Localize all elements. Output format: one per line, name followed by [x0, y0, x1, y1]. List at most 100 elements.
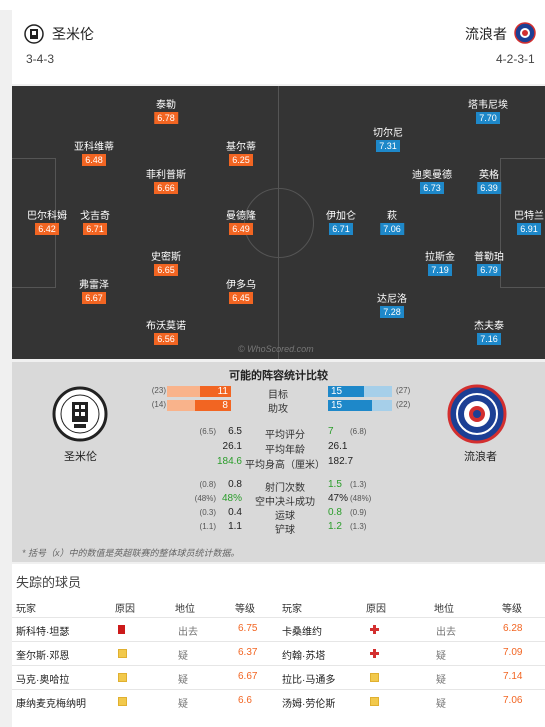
home-crest-small-icon — [24, 24, 44, 47]
home-player-name: 亚科维蒂 — [74, 142, 114, 153]
bar-away-total: (22) — [396, 400, 411, 409]
bar-away-total: (27) — [396, 386, 411, 395]
home-missing-reason — [118, 625, 125, 634]
home-player-3[interactable]: 戈吉奇 6.71 — [80, 211, 110, 235]
home-header-player: 玩家 — [16, 604, 36, 615]
stat-label: 运球 — [275, 511, 295, 522]
bar-home-total: (14) — [151, 400, 166, 409]
stat-home-total: (48%) — [194, 494, 216, 503]
home-missing-status: 出去 — [178, 627, 198, 638]
away-missing-player[interactable]: 卡桑维约 — [282, 627, 322, 638]
away-player-2[interactable]: 切尔尼 7.31 — [373, 128, 403, 152]
away-missing-status: 疑 — [436, 651, 446, 662]
home-missing-player[interactable]: 斯科特·坦瑟 — [16, 627, 70, 638]
stat-away-value: 26.1 — [328, 441, 348, 452]
stat-home-value: 6.5 — [228, 426, 242, 437]
away-player-8[interactable]: 普勒珀 6.79 — [474, 252, 504, 276]
missing-row: 康纳麦克梅纳明 疑 6.6 汤姆·劳伦斯 疑 7.06 — [12, 689, 545, 711]
away-player-rating: 6.79 — [477, 264, 501, 276]
away-player-3[interactable]: 迪奥曼德 6.73 — [412, 170, 452, 194]
missing-players: 失踪的球员 玩家 原因 地位 等级 玩家 原因 地位 等级 斯科特·坦瑟 出去 … — [12, 564, 545, 727]
away-player-7[interactable]: 拉斯金 7.19 — [425, 252, 455, 276]
home-player-6[interactable]: 菲利普斯 6.66 — [146, 170, 186, 194]
match-header: 圣米伦 3-4-3 流浪者 4-2-3-1 — [12, 10, 545, 84]
away-player-name: 拉斯金 — [425, 252, 455, 263]
stat-home-value: 0.4 — [228, 507, 242, 518]
away-team-name[interactable]: 流浪者 — [465, 26, 507, 42]
footnote: * 括号（x）中的数值是英超联赛的整体球员统计数据。 — [22, 548, 240, 558]
home-player-1[interactable]: 巴尔科姆 6.42 — [27, 211, 67, 235]
stat-home-value: 48% — [221, 493, 242, 504]
home-player-8[interactable]: 布沃莫诺 6.56 — [146, 321, 186, 345]
away-player-rating: 7.31 — [376, 140, 400, 152]
away-player-rating: 6.39 — [477, 182, 501, 194]
home-formation: 3-4-3 — [26, 52, 55, 66]
away-player-rating: 6.91 — [517, 223, 541, 235]
home-player-name: 泰勒 — [156, 100, 176, 111]
stat-away-value: 1.5 — [328, 479, 342, 490]
away-player-10[interactable]: 杰夫泰 7.16 — [474, 321, 504, 345]
away-player-9[interactable]: 达尼洛 7.28 — [377, 294, 407, 318]
away-player-rating: 7.06 — [380, 223, 404, 235]
away-player-name: 萩 — [387, 211, 397, 222]
away-player-name: 普勒珀 — [474, 252, 504, 263]
stat-away-total: (1.3) — [350, 480, 367, 489]
home-missing-status: 疑 — [178, 675, 188, 686]
home-player-2[interactable]: 亚科维蒂 6.48 — [74, 142, 114, 166]
bar-label: 助攻 — [268, 404, 288, 415]
stat-home-value: 0.8 — [228, 479, 242, 490]
home-team-name[interactable]: 圣米伦 — [52, 26, 94, 42]
home-player-name: 菲利普斯 — [146, 170, 186, 181]
stat-away-value: 182.7 — [328, 456, 354, 467]
away-player-4[interactable]: 英格 6.39 — [477, 170, 501, 194]
away-player-name: 巴特兰 — [514, 211, 544, 222]
stat-away-total: (1.3) — [350, 522, 367, 531]
home-missing-rating: 6.37 — [238, 647, 258, 658]
home-player-rating: 6.48 — [82, 154, 106, 166]
away-player-1[interactable]: 塔韦尼埃 7.70 — [468, 100, 508, 124]
stat-away-value: 7 — [328, 426, 334, 437]
away-missing-reason — [370, 625, 379, 634]
away-player-name: 伊加仑 — [326, 211, 356, 222]
home-missing-status: 疑 — [178, 651, 188, 662]
injury-icon — [370, 625, 379, 634]
away-player-5[interactable]: 伊加仑 6.71 — [326, 211, 356, 235]
home-player-name: 弗雷泽 — [79, 280, 109, 291]
home-player-7[interactable]: 史密斯 6.65 — [151, 252, 181, 276]
away-missing-player[interactable]: 拉比·马通多 — [282, 675, 336, 686]
doubt-icon — [118, 649, 127, 658]
home-player-rating: 6.71 — [83, 223, 107, 235]
home-missing-player[interactable]: 康纳麦克梅纳明 — [16, 699, 86, 710]
home-player-9[interactable]: 基尔蒂 6.25 — [226, 142, 256, 166]
away-missing-reason — [370, 673, 379, 682]
away-missing-status: 疑 — [436, 699, 446, 710]
stat-label: 平均年龄 — [265, 445, 305, 456]
home-missing-status: 疑 — [178, 699, 188, 710]
home-player-11[interactable]: 伊多乌 6.45 — [226, 280, 256, 304]
away-player-name: 迪奥曼德 — [412, 170, 452, 181]
stat-label: 平均评分 — [265, 430, 305, 441]
home-player-name: 曼德隆 — [226, 211, 256, 222]
away-player-name: 切尔尼 — [373, 128, 403, 139]
stat-away-total: (48%) — [350, 494, 372, 503]
home-player-10[interactable]: 曼德隆 6.49 — [226, 211, 256, 235]
away-crest-large-icon — [447, 384, 507, 447]
away-missing-rating: 6.28 — [503, 623, 523, 634]
stat-away-total: (0.9) — [350, 508, 367, 517]
away-player-rating: 7.16 — [477, 333, 501, 345]
home-player-5[interactable]: 泰勒 6.78 — [154, 100, 178, 124]
home-missing-player[interactable]: 马克·奥哈拉 — [16, 675, 70, 686]
away-player-6[interactable]: 萩 7.06 — [380, 211, 404, 235]
away-missing-player[interactable]: 汤姆·劳伦斯 — [282, 699, 336, 710]
stat-home-total: (0.8) — [199, 480, 216, 489]
away-player-11[interactable]: 巴特兰 6.91 — [514, 211, 544, 235]
home-missing-player[interactable]: 奎尔斯·邓恩 — [16, 651, 70, 662]
home-player-name: 伊多乌 — [226, 280, 256, 291]
home-player-rating: 6.78 — [154, 112, 178, 124]
bar-home-total: (23) — [151, 386, 166, 395]
home-player-4[interactable]: 弗雷泽 6.67 — [79, 280, 109, 304]
away-player-rating: 7.70 — [476, 112, 500, 124]
home-header-status: 地位 — [175, 604, 195, 615]
injury-icon — [370, 649, 379, 658]
away-missing-player[interactable]: 约翰·苏塔 — [282, 651, 326, 662]
